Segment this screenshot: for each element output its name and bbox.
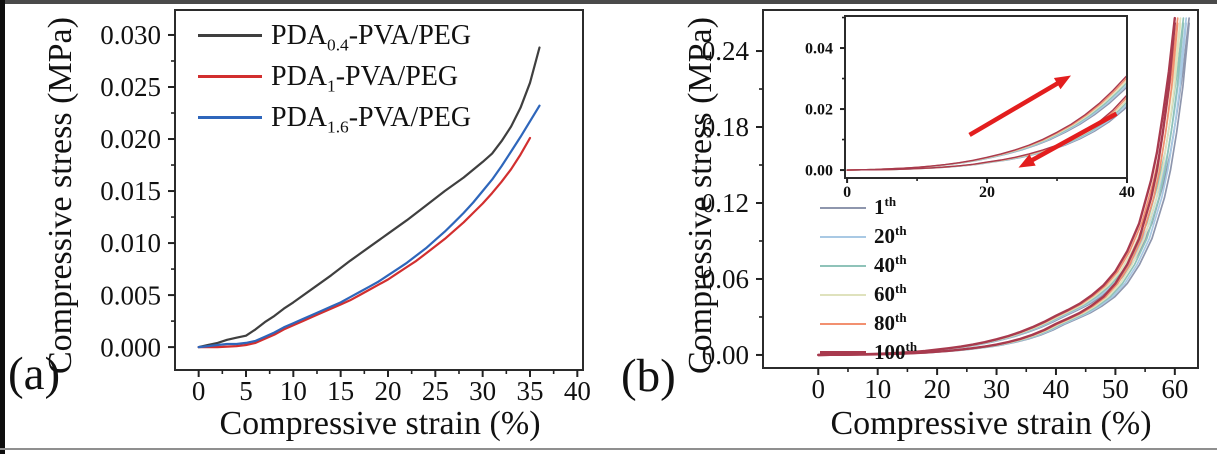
legend-label-pda16: PDA1.6-PVA/PEG <box>271 101 472 137</box>
panel-b-y-axis-title: Compressive stress (MPa) <box>682 17 719 374</box>
legend-label-cycle-80: 80th <box>874 310 907 335</box>
panel-a-x-tick-label: 10 <box>280 376 307 406</box>
panel-a-y-tick-label: 0.030 <box>100 20 161 50</box>
panel-a-x-tick-label: 0 <box>192 376 206 406</box>
panel-b-inset-plot: 0 20 40 0.00 0.02 0.04 <box>805 15 1135 201</box>
panel-a-legend: PDA0.4-PVA/PEG PDA1-PVA/PEG PDA1.6-PVA/P… <box>198 15 471 138</box>
panel-b-x-tick-label: 30 <box>983 374 1010 404</box>
legend-label-cycle-1: 1th <box>874 194 897 219</box>
panel-b-x-tick-label: 60 <box>1161 374 1188 404</box>
panel-a-y-tick-label: 0.020 <box>100 124 161 154</box>
legend-item-cycle-80: 80th <box>820 309 917 338</box>
panel-b-y-tick-label: 0.12 <box>702 188 749 218</box>
panel-b-inset-frame <box>844 15 1128 179</box>
panel-a-plot: 0 5 10 15 20 25 30 35 40 0.000 0.005 0.010 0.015 0.02… <box>100 9 591 406</box>
panel-b-letter: (b) <box>621 350 676 402</box>
panel-b-inset-loading-direction-head <box>1053 75 1071 90</box>
panel-a-x-tick-label: 20 <box>374 376 401 406</box>
legend-label-pda1: PDA1-PVA/PEG <box>271 60 459 96</box>
panel-a-curve-PDA1-PVA/PEG <box>197 136 532 349</box>
panel-a-x-tick-label: 30 <box>469 376 496 406</box>
legend-label-cycle-20: 20th <box>874 223 907 248</box>
panel-b-inset-x-tick-label: 40 <box>1119 184 1135 201</box>
legend-item-pda04: PDA0.4-PVA/PEG <box>198 15 471 56</box>
panel-a-y-tick-label: 0.025 <box>100 72 161 102</box>
panel-b-y-tick-label: 0.18 <box>702 112 749 142</box>
panel-b-inset-loading-direction <box>968 78 1064 137</box>
panel-b-legend: 1th 20th 40th 60th 80th 100th <box>820 193 917 367</box>
panel-a-y-tick-label: 0.015 <box>100 176 161 206</box>
panel-b-frame <box>762 9 1199 369</box>
panel-b-plot: 0 10 20 30 40 50 60 0.00 0.06 0.12 0.18 0.24 <box>702 9 1199 404</box>
legend-item-cycle-60: 60th <box>820 280 917 309</box>
panel-b-y-tick-label: 0.00 <box>702 340 749 370</box>
panel-a-curve-PDA1.6-PVA/PEG <box>197 104 541 349</box>
legend-line-swatch-cycle-80 <box>820 322 866 325</box>
panel-a-y-axis-title: Compressive stress (MPa) <box>42 17 79 374</box>
panel-a-x-tick-label: 35 <box>516 376 543 406</box>
legend-line-swatch-cycle-100 <box>820 351 866 354</box>
legend-item-pda16: PDA1.6-PVA/PEG <box>198 97 471 138</box>
legend-item-cycle-40: 40th <box>820 251 917 280</box>
legend-line-swatch-black <box>198 34 262 37</box>
panel-a-x-tick-label: 15 <box>327 376 354 406</box>
panel-b-inset-y-tick-label: 0.02 <box>805 101 833 118</box>
panel-b-inset-y-tick-label: 0.04 <box>805 40 833 57</box>
panel-b-x-tick-label: 0 <box>812 374 826 404</box>
legend-item-cycle-20: 20th <box>820 222 917 251</box>
legend-line-swatch-cycle-1 <box>820 206 866 209</box>
panel-a-x-tick-label: 40 <box>564 376 591 406</box>
legend-line-swatch-blue <box>198 116 262 119</box>
panel-b-y-tick-label: 0.06 <box>702 264 749 294</box>
legend-item-pda1: PDA1-PVA/PEG <box>198 56 471 97</box>
panel-a-letter: (a) <box>8 348 61 400</box>
panel-b-x-tick-label: 40 <box>1042 374 1069 404</box>
panel-a-x-tick-label: 25 <box>422 376 449 406</box>
panel-b-x-tick-label: 50 <box>1102 374 1129 404</box>
panel-b-inset-curve-100th-loading <box>846 74 1127 171</box>
panel-b-x-tick-label: 10 <box>864 374 891 404</box>
legend-line-swatch-cycle-60 <box>820 293 866 296</box>
legend-item-cycle-1: 1th <box>820 193 917 222</box>
panel-a-y-tick-label: 0.005 <box>100 280 161 310</box>
legend-line-swatch-red <box>198 75 262 78</box>
panel-a-frame <box>174 9 584 371</box>
panel-b-x-axis-title: Compressive strain (%) <box>830 405 1152 442</box>
legend-label-cycle-60: 60th <box>874 281 907 306</box>
panel-b-series <box>817 16 1190 357</box>
figure-border-left <box>0 0 5 454</box>
legend-line-swatch-cycle-20 <box>820 235 866 238</box>
panel-b-inset-y-tick-label: 0.00 <box>805 163 833 180</box>
legend-label-cycle-100: 100th <box>874 339 918 364</box>
figure-border-top <box>0 0 1217 4</box>
panel-a-x-axis-title: Compressive strain (%) <box>219 405 541 442</box>
panel-b-inset-unloading-direction-head <box>1018 154 1036 168</box>
legend-label-pda04: PDA0.4-PVA/PEG <box>271 19 472 55</box>
panel-b-inset-x-tick-label: 20 <box>979 184 995 201</box>
panel-b-y-tick-label: 0.24 <box>702 36 750 66</box>
legend-label-cycle-40: 40th <box>874 252 907 277</box>
legend-item-cycle-100: 100th <box>820 338 917 367</box>
panel-a-y-tick-label: 0.010 <box>100 228 161 258</box>
panel-a-series <box>197 46 541 349</box>
panel-b-inset-x-tick-label: 0 <box>843 184 851 201</box>
panel-b-curve-100th-unloading <box>817 22 1176 357</box>
panel-b-inset-unloading-direction <box>1025 111 1118 165</box>
figure-border-bottom <box>0 448 1217 450</box>
legend-line-swatch-cycle-40 <box>820 264 866 267</box>
panel-b-x-tick-label: 20 <box>924 374 951 404</box>
panel-a-x-tick-label: 5 <box>239 376 253 406</box>
panel-a-y-tick-label: 0.000 <box>100 332 161 362</box>
panel-a-curve-PDA0.4-PVA/PEG <box>197 46 541 349</box>
